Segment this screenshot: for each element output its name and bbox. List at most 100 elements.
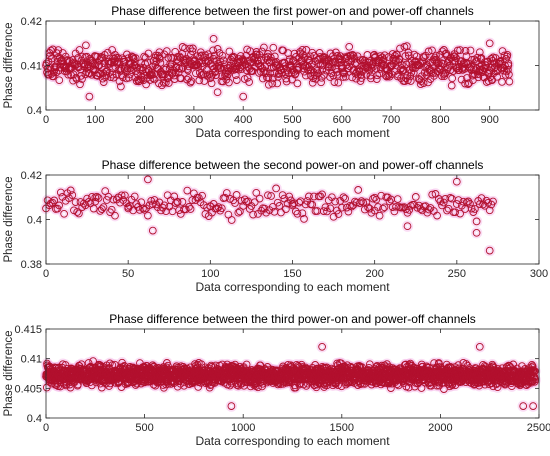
data-point — [202, 66, 211, 74]
data-point — [385, 72, 394, 81]
data-point — [285, 192, 294, 201]
data-point — [99, 78, 108, 86]
data-point — [344, 64, 353, 73]
data-point — [82, 41, 90, 50]
data-point — [298, 45, 307, 54]
data-point — [303, 61, 312, 70]
data-point — [334, 78, 343, 87]
data-point — [209, 46, 217, 55]
data-point — [503, 50, 512, 59]
data-point — [61, 52, 70, 61]
data-point — [406, 77, 415, 85]
data-point — [94, 194, 103, 202]
data-point — [111, 57, 119, 65]
data-point — [130, 61, 139, 70]
data-point — [312, 71, 321, 80]
x-tick-label: 200 — [135, 114, 153, 126]
data-point — [188, 47, 197, 56]
data-point — [448, 74, 457, 83]
data-point — [111, 211, 119, 220]
data-point — [250, 198, 259, 207]
data-point — [266, 69, 275, 78]
data-point — [257, 56, 266, 64]
data-point — [75, 209, 83, 218]
data-point — [380, 51, 389, 60]
data-point — [249, 210, 257, 219]
data-point — [195, 76, 204, 85]
data-point — [150, 196, 159, 204]
data-point — [76, 80, 84, 89]
plot-area-frame — [45, 174, 540, 265]
data-point — [461, 79, 469, 88]
data-point — [117, 191, 126, 200]
data-point — [158, 81, 166, 90]
data-point — [55, 201, 63, 210]
data-point — [436, 66, 445, 74]
data-point — [161, 65, 170, 74]
data-point — [339, 73, 348, 81]
data-point — [196, 52, 205, 60]
data-point — [210, 51, 219, 60]
data-point — [352, 74, 360, 83]
y-tick-label: 0.41 — [21, 61, 42, 73]
y-axis-label: Phase difference — [3, 176, 15, 262]
data-point — [336, 55, 345, 64]
data-point — [279, 46, 287, 55]
data-point — [466, 46, 475, 55]
data-point — [89, 204, 98, 213]
data-point — [306, 52, 315, 61]
data-point — [213, 45, 222, 53]
data-point — [348, 51, 357, 59]
data-point — [326, 49, 335, 58]
data-point — [307, 66, 316, 74]
x-tick-label: 900 — [481, 114, 499, 126]
data-point — [85, 92, 94, 101]
x-tick-label: 800 — [431, 114, 449, 126]
data-point — [190, 61, 198, 70]
data-point — [252, 188, 261, 197]
data-point — [420, 53, 428, 62]
data-point — [147, 196, 156, 205]
data-point — [214, 203, 223, 211]
data-point — [60, 209, 68, 218]
data-point — [475, 48, 484, 57]
data-point — [236, 207, 244, 216]
data-point — [501, 71, 510, 79]
data-point — [221, 193, 229, 202]
data-point — [409, 69, 418, 77]
data-point — [198, 191, 206, 200]
data-point — [330, 78, 339, 86]
data-point — [373, 71, 382, 80]
data-markers — [40, 173, 499, 257]
data-point — [281, 70, 290, 78]
data-point — [222, 189, 231, 197]
data-markers — [40, 33, 516, 103]
data-point — [243, 73, 252, 82]
data-point — [322, 66, 331, 75]
data-point — [461, 47, 470, 55]
data-point — [175, 64, 183, 73]
data-point — [254, 57, 262, 65]
data-point — [186, 44, 194, 53]
y-tick-label: 0.4 — [27, 105, 42, 117]
data-point — [404, 76, 412, 85]
x-tick-label: 0 — [43, 268, 49, 280]
x-tick-label: 100 — [86, 114, 104, 126]
data-point — [293, 79, 302, 88]
data-point — [317, 78, 325, 87]
y-tick-label: 0.42 — [21, 16, 42, 28]
data-point — [216, 206, 225, 215]
data-point — [267, 192, 275, 200]
data-point — [427, 68, 436, 76]
data-point — [254, 59, 263, 68]
x-tick-label: 300 — [530, 268, 548, 280]
data-point — [345, 42, 354, 51]
data-markers — [40, 341, 541, 412]
data-point — [245, 78, 253, 86]
data-point — [424, 47, 433, 56]
data-point — [186, 205, 195, 213]
data-point — [117, 82, 125, 91]
data-point — [257, 67, 265, 76]
data-point — [305, 56, 314, 65]
